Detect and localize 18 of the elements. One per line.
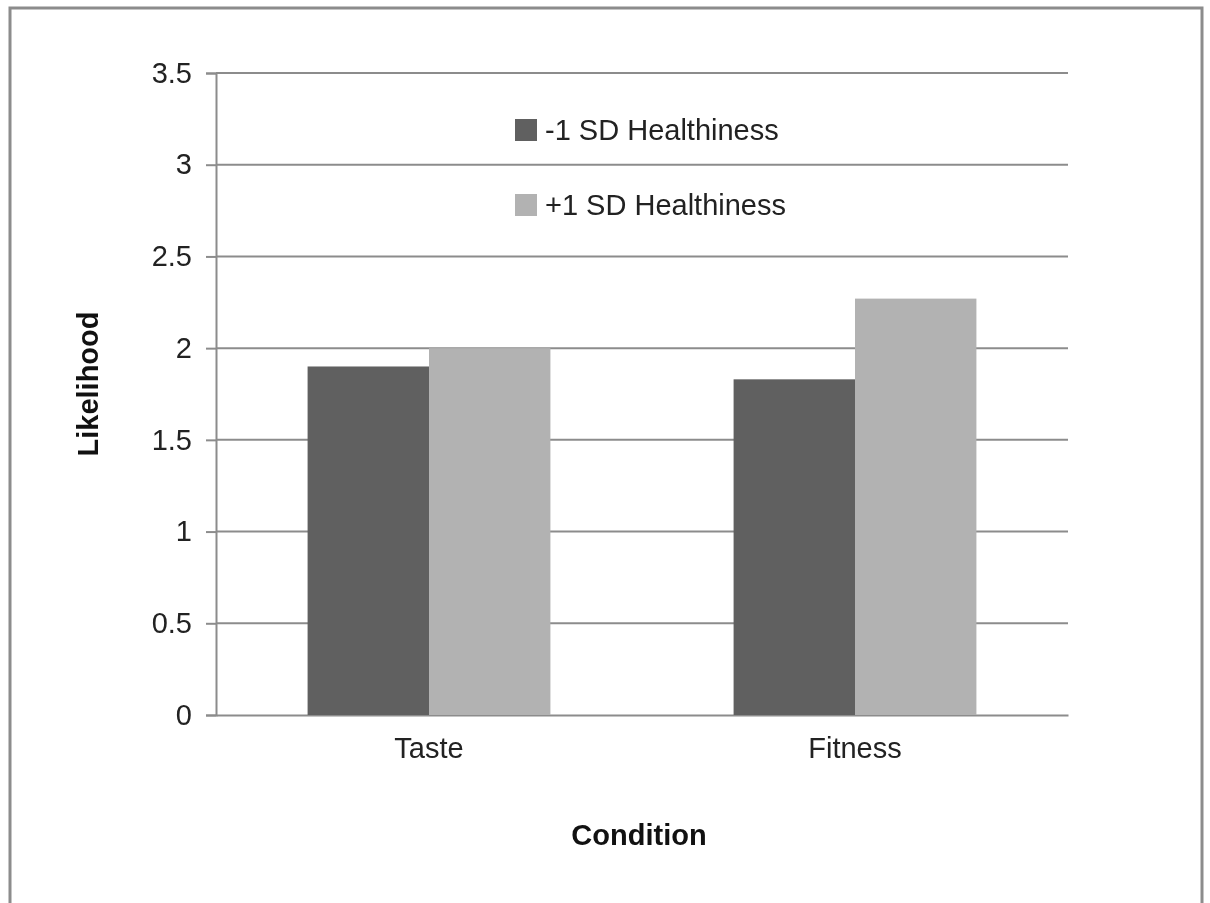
y-tick-label: 1 <box>175 515 192 548</box>
x-tick-label: Taste <box>394 731 464 764</box>
y-tick-label: 3.5 <box>151 56 192 89</box>
legend-label: +1 SD Healthiness <box>545 189 786 222</box>
y-tick-label: 0 <box>175 698 192 731</box>
y-tick-label: 2 <box>175 331 192 364</box>
legend-label: -1 SD Healthiness <box>545 114 779 147</box>
y-tick-label: 0.5 <box>151 607 192 640</box>
bar <box>429 348 551 715</box>
y-axis-title: Likelihood <box>72 311 104 457</box>
y-tick-label: 3 <box>175 148 192 181</box>
bar <box>733 379 855 715</box>
bar <box>307 366 429 715</box>
y-tick-label: 2.5 <box>151 240 192 273</box>
x-axis-title: Condition <box>571 819 707 851</box>
y-tick-label: 1.5 <box>151 423 192 456</box>
bar <box>855 298 977 715</box>
x-tick-label: Fitness <box>808 731 902 764</box>
